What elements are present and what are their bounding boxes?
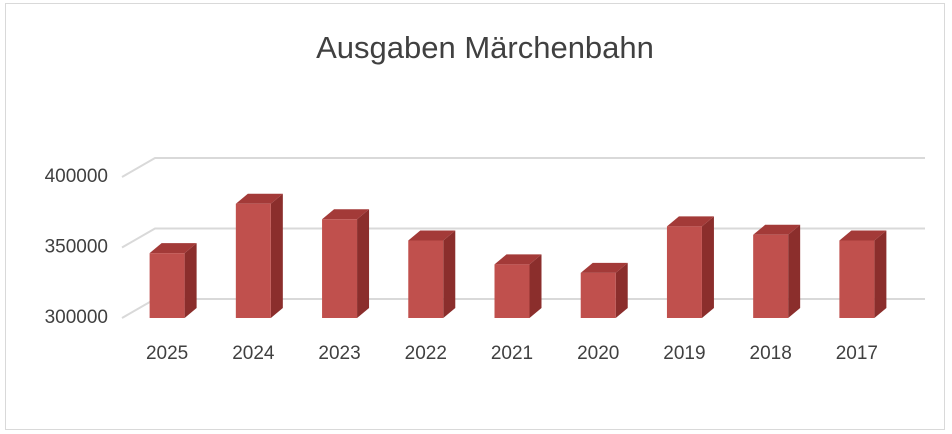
y-tick-label: 400000 — [45, 166, 108, 187]
bar-front — [580, 272, 616, 318]
bar — [666, 216, 714, 318]
x-tick-label: 2019 — [663, 343, 705, 364]
bar-side — [184, 243, 197, 318]
bar-top — [408, 230, 456, 241]
x-tick-label: 2025 — [146, 343, 188, 364]
bar — [408, 230, 456, 318]
bar — [494, 254, 542, 318]
bar-front — [235, 203, 271, 318]
bar-front — [408, 240, 444, 318]
bar-front — [149, 253, 185, 318]
bar — [235, 193, 283, 318]
bar — [580, 262, 628, 318]
grid-line — [121, 157, 925, 178]
bar-side — [788, 224, 801, 318]
bar-side — [701, 216, 714, 318]
bar-top — [149, 243, 197, 254]
bar-top — [753, 224, 801, 235]
bar-top — [235, 193, 283, 204]
bar-top — [666, 216, 714, 227]
bar-side — [357, 209, 370, 318]
bar-top — [839, 230, 887, 241]
bar-front — [494, 264, 530, 318]
bar-side — [443, 230, 456, 318]
x-tick-label: 2020 — [577, 343, 619, 364]
bar-top — [494, 254, 542, 265]
x-tick-label: 2024 — [232, 343, 275, 364]
bar — [149, 243, 197, 318]
y-tick-label: 300000 — [45, 307, 108, 328]
x-tick-label: 2017 — [836, 343, 878, 364]
bar-front — [839, 240, 875, 318]
chart-border — [5, 3, 945, 430]
bar-top — [580, 262, 628, 273]
bar-front — [322, 219, 358, 318]
bar-front — [666, 226, 702, 318]
bar-front — [753, 234, 789, 318]
bar-side — [874, 230, 887, 318]
x-tick-label: 2018 — [750, 343, 792, 364]
bar-side — [529, 254, 542, 318]
x-tick-label: 2021 — [491, 343, 533, 364]
bar-side — [270, 193, 283, 318]
x-tick-label: 2022 — [405, 343, 447, 364]
chart-title: Ausgaben Märchenbahn — [316, 30, 654, 65]
bar — [839, 230, 887, 318]
bar-side — [615, 262, 628, 318]
bar-top — [322, 209, 370, 220]
bar — [322, 209, 370, 318]
x-tick-label: 2023 — [318, 343, 360, 364]
bar — [753, 224, 801, 318]
y-tick-label: 350000 — [45, 237, 108, 258]
